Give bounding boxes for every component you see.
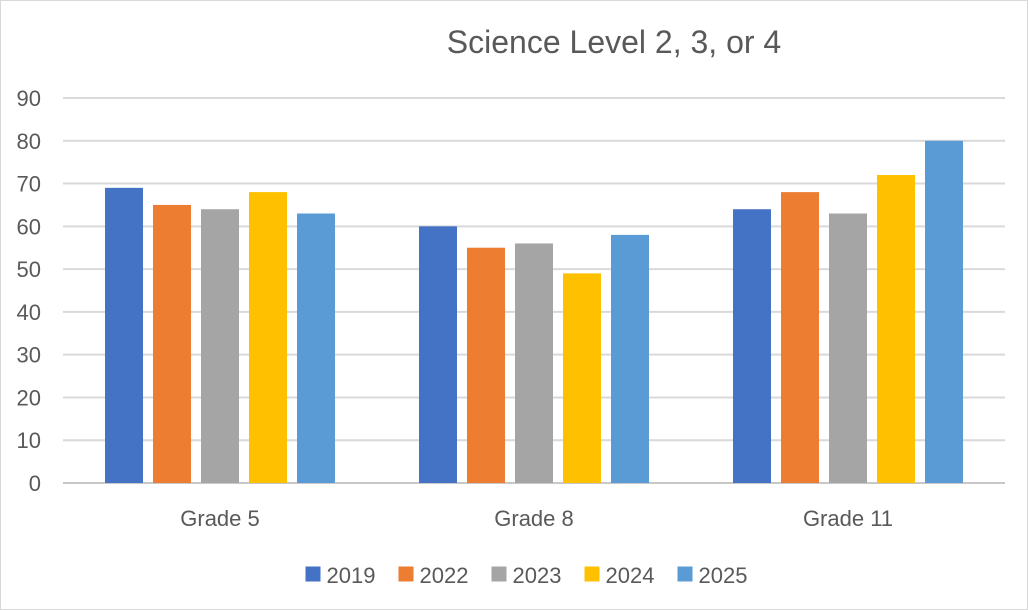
legend-item-2022: 2022 [398, 563, 469, 588]
legend-swatch [677, 566, 693, 582]
legend-item-2019: 2019 [305, 563, 376, 588]
y-tick-label: 90 [17, 86, 41, 111]
y-tick-label: 50 [17, 257, 41, 282]
y-tick-label: 70 [17, 172, 41, 197]
bar-grade-5-2024 [249, 192, 287, 483]
y-axis-tick-labels: 0 10 20 30 40 50 60 70 80 90 [17, 86, 41, 496]
bar-grade-11-2024 [877, 175, 915, 483]
bar-grade-8-2019 [419, 226, 457, 484]
y-tick-label: 10 [17, 428, 41, 453]
legend: 2019 2022 2023 2024 2025 [305, 563, 748, 588]
bar-grade-11-2022 [781, 192, 819, 483]
bar-grade-8-2025 [611, 234, 649, 483]
legend-swatch [305, 566, 321, 582]
legend-item-2024: 2024 [584, 563, 655, 588]
x-category-label: Grade 11 [803, 506, 893, 531]
y-tick-label: 80 [17, 129, 41, 154]
bar-grade-5-2022 [153, 204, 191, 483]
legend-label: 2019 [327, 563, 376, 588]
legend-label: 2024 [606, 563, 655, 588]
x-axis-category-labels: Grade 5 Grade 8 Grade 11 [180, 506, 893, 531]
bar-grade-8-2022 [467, 247, 505, 483]
legend-label: 2022 [420, 563, 469, 588]
bar-grade-11-2023 [829, 213, 867, 483]
bar-grade-11-2025 [925, 140, 963, 483]
x-category-label: Grade 5 [180, 506, 260, 531]
bars [105, 140, 963, 484]
y-tick-label: 40 [17, 300, 41, 325]
chart-title: Science Level 2, 3, or 4 [447, 24, 781, 60]
y-tick-label: 30 [17, 343, 41, 368]
bar-grade-5-2023 [201, 209, 239, 483]
bar-grade-11-2019 [733, 209, 771, 483]
y-tick-label: 60 [17, 214, 41, 239]
y-tick-label: 20 [17, 385, 41, 410]
bar-grade-8-2023 [515, 243, 553, 483]
legend-label: 2025 [699, 563, 748, 588]
y-tick-label: 0 [29, 471, 41, 496]
legend-swatch [398, 566, 414, 582]
legend-item-2025: 2025 [677, 563, 748, 588]
legend-label: 2023 [513, 563, 562, 588]
bar-grade-5-2019 [105, 187, 143, 484]
x-category-label: Grade 8 [494, 506, 574, 531]
legend-item-2023: 2023 [491, 563, 562, 588]
bar-grade-8-2024 [563, 273, 601, 483]
legend-swatch [584, 566, 600, 582]
legend-swatch [491, 566, 507, 582]
bar-grade-5-2025 [297, 213, 335, 483]
